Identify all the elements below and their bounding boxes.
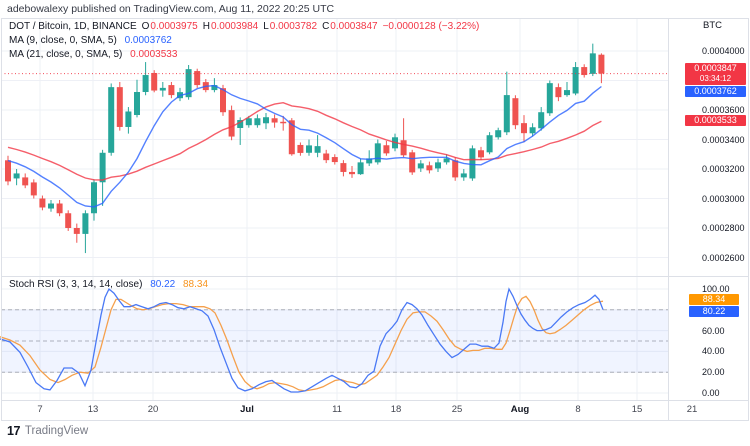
ma9-price-badge: 0.0003762: [685, 86, 746, 97]
ma21-value: 0.0003533: [130, 49, 178, 60]
tradingview-brand-text[interactable]: TradingView: [24, 425, 89, 437]
ma21-label: MA (21, close, 0, SMA, 5): [9, 49, 123, 60]
time-axis-label: Jul: [240, 404, 254, 415]
price-axis-label: 0.0003400: [702, 134, 745, 145]
attribution-line: adebowalexy published on TradingView.com…: [7, 3, 335, 15]
stoch-axis-label: 40.00: [702, 346, 725, 357]
ohlc-letter: O: [141, 21, 150, 32]
stoch-k-badge: 80.22: [689, 305, 739, 317]
time-axis-label: 7: [37, 404, 43, 415]
time-axis-label: Aug: [510, 404, 530, 415]
ma21-price-badge: 0.0003533: [685, 115, 746, 126]
stoch-k-value: 80.22: [150, 279, 176, 290]
ohlc-value: 0.0003847: [330, 21, 378, 32]
stoch-d-value: 88.34: [183, 279, 209, 290]
tradingview-logo-icon[interactable]: 17: [7, 424, 20, 438]
ohlc-values: O0.0003975 H0.0003984 L0.0003782 C0.0003847: [137, 21, 378, 32]
price-axis-label: 0.0003600: [702, 105, 745, 115]
ohlc-value: 0.0003984: [210, 21, 259, 32]
ma9-label: MA (9, close, 0, SMA, 5): [9, 35, 117, 46]
ma9-value: 0.0003762: [124, 35, 172, 46]
time-axis-label: 25: [451, 404, 463, 415]
stoch-axis-label: 100.00: [702, 284, 730, 294]
time-axis-label: 8: [575, 404, 581, 415]
last-price-value: 0.0003847: [694, 63, 737, 73]
stoch-rsi-label: Stoch RSI (3, 3, 14, 14, close): [9, 279, 143, 290]
time-axis-label: 18: [390, 404, 402, 415]
legend-ma21-row[interactable]: MA (21, close, 0, SMA, 5) 0.0003533: [9, 48, 479, 62]
ohlc-value: 0.0003782: [269, 21, 318, 32]
stoch-rsi-legend[interactable]: Stoch RSI (3, 3, 14, 14, close) 80.22 88…: [9, 279, 208, 290]
price-axis-unit: BTC: [703, 20, 722, 31]
time-axis-label: 13: [87, 404, 99, 415]
legend-symbol-row[interactable]: DOT / Bitcoin, 1D, BINANCE O0.0003975 H0.0…: [9, 20, 479, 34]
legend-ma9-row[interactable]: MA (9, close, 0, SMA, 5) 0.0003762: [9, 34, 479, 48]
stoch-axis-label: 20.00: [702, 367, 725, 378]
price-axis-label: 0.0003200: [702, 164, 745, 174]
footer: 17 TradingView: [7, 424, 88, 438]
time-axis-label: 11: [332, 404, 342, 415]
time-axis-label: 21: [686, 404, 698, 415]
price-axis-label: 0.0002800: [702, 223, 745, 233]
change-value: −0.0000128 (−3.22%): [382, 21, 480, 32]
price-axis-label: 0.0003000: [702, 193, 745, 204]
time-axis-label: 20: [147, 404, 159, 415]
chart-legend: DOT / Bitcoin, 1D, BINANCE O0.0003975 H0.0…: [9, 20, 479, 62]
symbol-title[interactable]: DOT / Bitcoin, 1D, BINANCE: [9, 21, 137, 32]
ohlc-value: 0.0003975: [150, 21, 198, 32]
stoch-axis-label: 0.00: [702, 388, 720, 398]
ohlc-letter: H: [202, 21, 210, 32]
stoch-axis-label: 60.00: [702, 325, 725, 336]
ohlc-letter: C: [322, 21, 330, 32]
price-axis-label: 0.0004000: [702, 46, 745, 56]
price-axis-label: 0.0002600: [702, 252, 745, 263]
ohlc-letter: L: [263, 21, 269, 32]
time-axis-label: 15: [631, 404, 643, 415]
last-price-badge: 0.0003847 03:34:12: [685, 63, 746, 85]
stoch-d-badge: 88.34: [689, 294, 739, 305]
candle-countdown: 03:34:12: [699, 74, 732, 83]
